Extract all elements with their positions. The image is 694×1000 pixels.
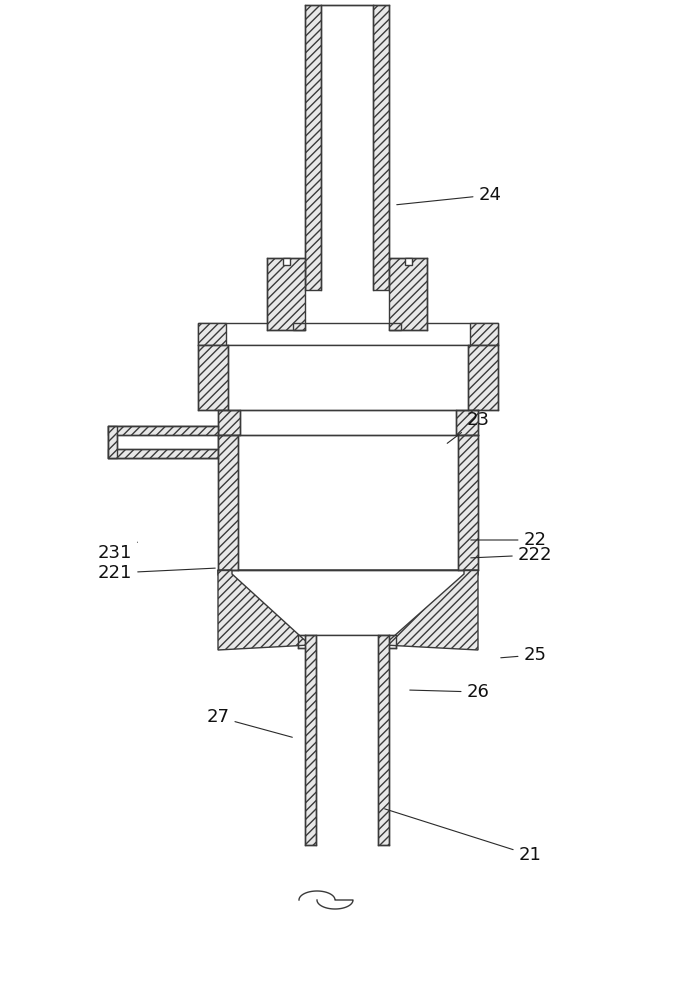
Polygon shape: [218, 570, 310, 650]
Bar: [373, 5, 389, 290]
Text: 221: 221: [98, 564, 215, 582]
Bar: [293, 323, 305, 330]
Bar: [456, 410, 478, 435]
Text: 231: 231: [98, 542, 137, 562]
Bar: [305, 5, 321, 290]
Text: 22: 22: [471, 531, 546, 549]
Bar: [108, 426, 117, 458]
Text: 26: 26: [409, 683, 489, 701]
Text: 222: 222: [471, 546, 552, 564]
Bar: [108, 426, 218, 435]
Bar: [198, 323, 226, 345]
Text: 25: 25: [501, 646, 546, 664]
Bar: [305, 635, 316, 845]
Bar: [238, 435, 458, 570]
Bar: [283, 258, 290, 265]
Bar: [198, 323, 498, 345]
Bar: [218, 435, 238, 570]
Bar: [470, 323, 498, 345]
Bar: [321, 5, 373, 290]
Bar: [108, 449, 218, 458]
Bar: [389, 323, 401, 330]
Text: 27: 27: [207, 708, 292, 737]
Bar: [228, 345, 468, 410]
Bar: [405, 258, 412, 265]
Text: 23: 23: [447, 411, 489, 443]
Polygon shape: [384, 570, 478, 650]
Bar: [298, 635, 396, 648]
Text: 21: 21: [384, 809, 541, 864]
Bar: [378, 635, 389, 845]
Bar: [267, 258, 305, 330]
Polygon shape: [218, 570, 478, 645]
Bar: [389, 258, 427, 330]
Bar: [108, 426, 218, 458]
Bar: [198, 345, 228, 410]
Bar: [218, 410, 240, 435]
Bar: [316, 635, 378, 845]
Bar: [240, 410, 456, 435]
Text: 24: 24: [397, 186, 502, 205]
Bar: [458, 435, 478, 570]
Bar: [468, 345, 498, 410]
